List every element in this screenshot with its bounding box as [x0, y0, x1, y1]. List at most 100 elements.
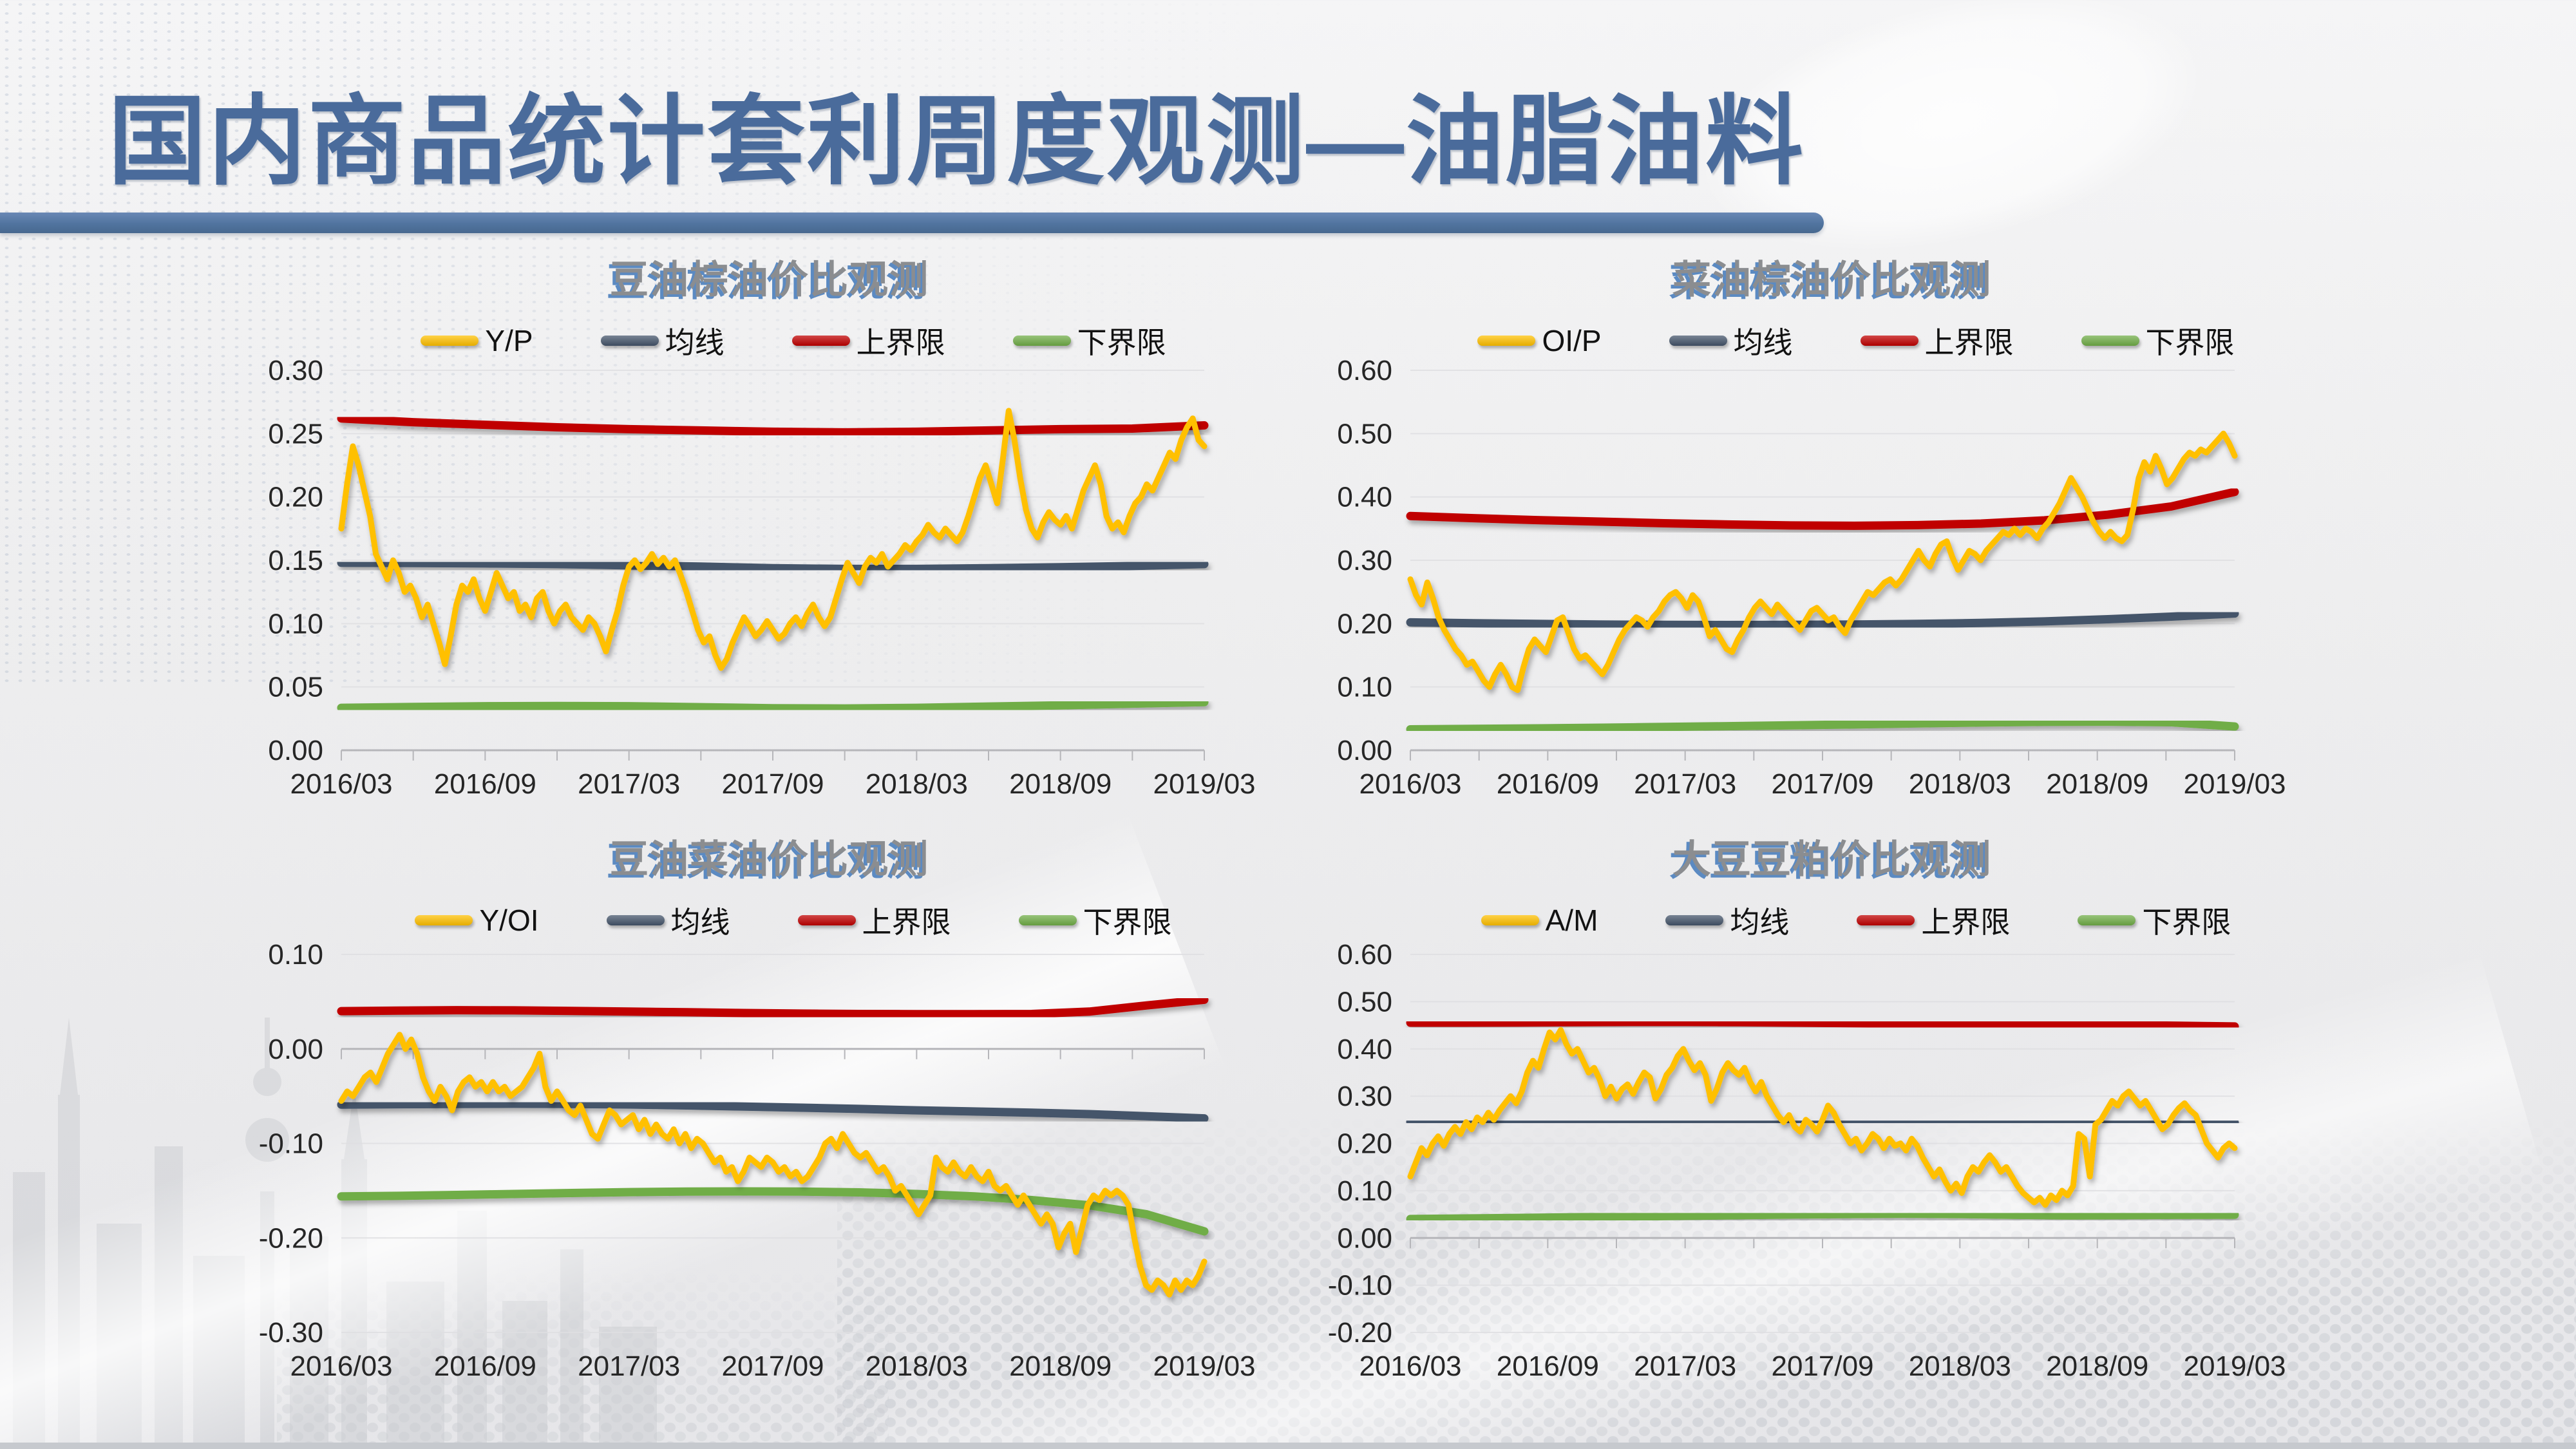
legend-item: 下界限: [2078, 899, 2231, 942]
series-swatch: [1857, 915, 1915, 925]
series-line-A/M: [1407, 1027, 2238, 1208]
series-swatch: [1012, 336, 1071, 346]
x-tick-label: 2016/03: [290, 768, 392, 800]
x-tick-label: 2018/09: [1009, 768, 1112, 800]
chart-title: 豆油棕油价比观测: [610, 258, 929, 301]
plot-area: 0.600.500.400.300.200.100.00-0.10-0.2020…: [1328, 939, 2286, 1382]
series-line-上界限: [337, 995, 1209, 1019]
x-tick-label: 2017/09: [1771, 1350, 1873, 1382]
series-line-均线: [337, 558, 1209, 573]
y-tick-label: -0.10: [1328, 1270, 1392, 1302]
legend-item: Y/P: [421, 323, 533, 358]
x-tick-label: 2017/03: [1634, 1350, 1736, 1382]
x-tick-label: 2016/09: [1497, 1350, 1599, 1382]
y-tick-label: 0.60: [1337, 355, 1392, 386]
series-swatch: [1860, 336, 1918, 346]
chart-title: 菜油棕油价比观测: [1672, 258, 1992, 301]
chart-soyoil-palmoil-ratio: 豆油棕油价比观测 Y/P 均线 上界限 下界限 0.30 0.25 0.20 0.15…: [238, 238, 1269, 805]
y-tick-label: -0.20: [259, 1222, 323, 1254]
title-divider-bar: [0, 213, 1824, 233]
y-tick-label: 0.10: [1337, 672, 1392, 703]
series-swatch: [421, 336, 479, 346]
x-tick-label: 2017/09: [1771, 768, 1873, 800]
legend-label: 均线: [1730, 905, 1790, 939]
x-tick-label: 2018/03: [1909, 1350, 2011, 1382]
legend-item: OI/P: [1477, 323, 1602, 358]
x-tick-label: 2016/03: [290, 1350, 392, 1382]
legend-label: OI/P: [1542, 324, 1602, 357]
y-tick-label: 0.30: [1337, 545, 1392, 576]
y-tick-label: 0.10: [268, 939, 323, 971]
x-tick-label: 2017/03: [1634, 768, 1736, 800]
legend-label: 上界限: [1921, 905, 2011, 939]
series-swatch: [791, 336, 850, 346]
x-tick-label: 2017/03: [578, 768, 680, 800]
legend-label: 上界限: [1924, 326, 2014, 359]
series-swatch: [2078, 915, 2136, 925]
legend-label: 下界限: [2145, 326, 2235, 359]
y-tick-label: 0.30: [1337, 1081, 1392, 1112]
bottom-edge-strip: [0, 1443, 2576, 1449]
legend-label: 上界限: [856, 326, 945, 359]
x-tick-label: 2016/03: [1359, 768, 1461, 800]
x-tick-label: 2018/09: [1009, 1350, 1112, 1382]
series-line-下界限: [337, 697, 1209, 713]
x-tick-label: 2016/09: [434, 1350, 536, 1382]
chart-legend: A/M 均线 上界限 下界限: [1341, 899, 2371, 942]
y-tick-label: -0.20: [1328, 1317, 1392, 1349]
series-line-下界限: [1406, 717, 2239, 734]
chart-title: 大豆豆粕价比观测: [1672, 838, 1992, 881]
y-tick-label: 0.00: [268, 1034, 323, 1065]
y-tick-label: 0.10: [268, 608, 323, 639]
series-line-上界限: [1406, 1018, 2239, 1031]
series-swatch: [600, 336, 659, 346]
x-tick-label: 2019/03: [1153, 1350, 1255, 1382]
chart-soyoil-rapeoil-ratio: 豆油菜油价比观测 Y/OI 均线 上界限 下界限 0.10 0.00 -0.10 -0…: [238, 818, 1269, 1404]
legend-label: 下界限: [1077, 326, 1166, 359]
y-tick-label: 0.50: [1337, 986, 1392, 1018]
page-title: 国内商品统计套利周度观测—油脂油料: [108, 87, 1805, 196]
y-tick-label: 0.20: [268, 482, 323, 513]
series-swatch: [2081, 336, 2139, 346]
legend-item: 上界限: [1857, 899, 2010, 942]
y-tick-label: 0.60: [1337, 939, 1392, 971]
chart-soybean-soymeal-ratio: 大豆豆粕价比观测 A/M 均线 上界限 下界限 0.60 0.50 0.40 0.30…: [1301, 818, 2331, 1404]
series-line-Y/OI: [338, 1032, 1208, 1298]
x-tick-label: 2017/09: [721, 768, 824, 800]
legend-item: 下界限: [1012, 319, 1166, 362]
x-tick-label: 2019/03: [2183, 768, 2286, 800]
legend-item: 下界限: [2081, 319, 2235, 362]
y-tick-label: 0.20: [1337, 1128, 1392, 1160]
series-line-下界限: [1406, 1209, 2239, 1224]
y-tick-label: -0.30: [259, 1317, 323, 1349]
y-tick-label: 0.30: [268, 355, 323, 386]
legend-item: 均线: [1665, 899, 1789, 942]
legend-item: 均线: [1669, 319, 1793, 362]
x-tick-label: 2016/03: [1359, 1350, 1461, 1382]
chart-legend: OI/P 均线 上界限 下界限: [1341, 319, 2371, 362]
x-tick-label: 2019/03: [1153, 768, 1255, 800]
legend-label: 均线: [1733, 326, 1793, 359]
x-tick-label: 2016/09: [1497, 768, 1599, 800]
y-tick-label: 0.00: [1337, 735, 1392, 766]
x-tick-label: 2018/09: [2046, 1350, 2148, 1382]
series-swatch: [1669, 336, 1727, 346]
y-tick-label: 0.40: [1337, 1034, 1392, 1065]
x-tick-label: 2017/09: [721, 1350, 824, 1382]
legend-label: A/M: [1545, 904, 1598, 937]
chart-rapeoil-palmoil-ratio: 菜油棕油价比观测 OI/P 均线 上界限 下界限 0.60 0.50 0.40 0.3…: [1301, 238, 2331, 805]
y-tick-label: 0.40: [1337, 482, 1392, 513]
y-tick-label: 0.25: [268, 418, 323, 450]
y-tick-label: 0.50: [1337, 418, 1392, 450]
series-swatch: [1477, 336, 1536, 346]
x-tick-label: 2018/09: [2046, 768, 2148, 800]
series-line-上界限: [337, 414, 1209, 437]
x-tick-label: 2017/03: [578, 1350, 680, 1382]
series-line-OI/P: [1407, 430, 2238, 694]
x-tick-label: 2019/03: [2183, 1350, 2286, 1382]
series-swatch: [1665, 915, 1724, 925]
x-tick-label: 2018/03: [1909, 768, 2011, 800]
